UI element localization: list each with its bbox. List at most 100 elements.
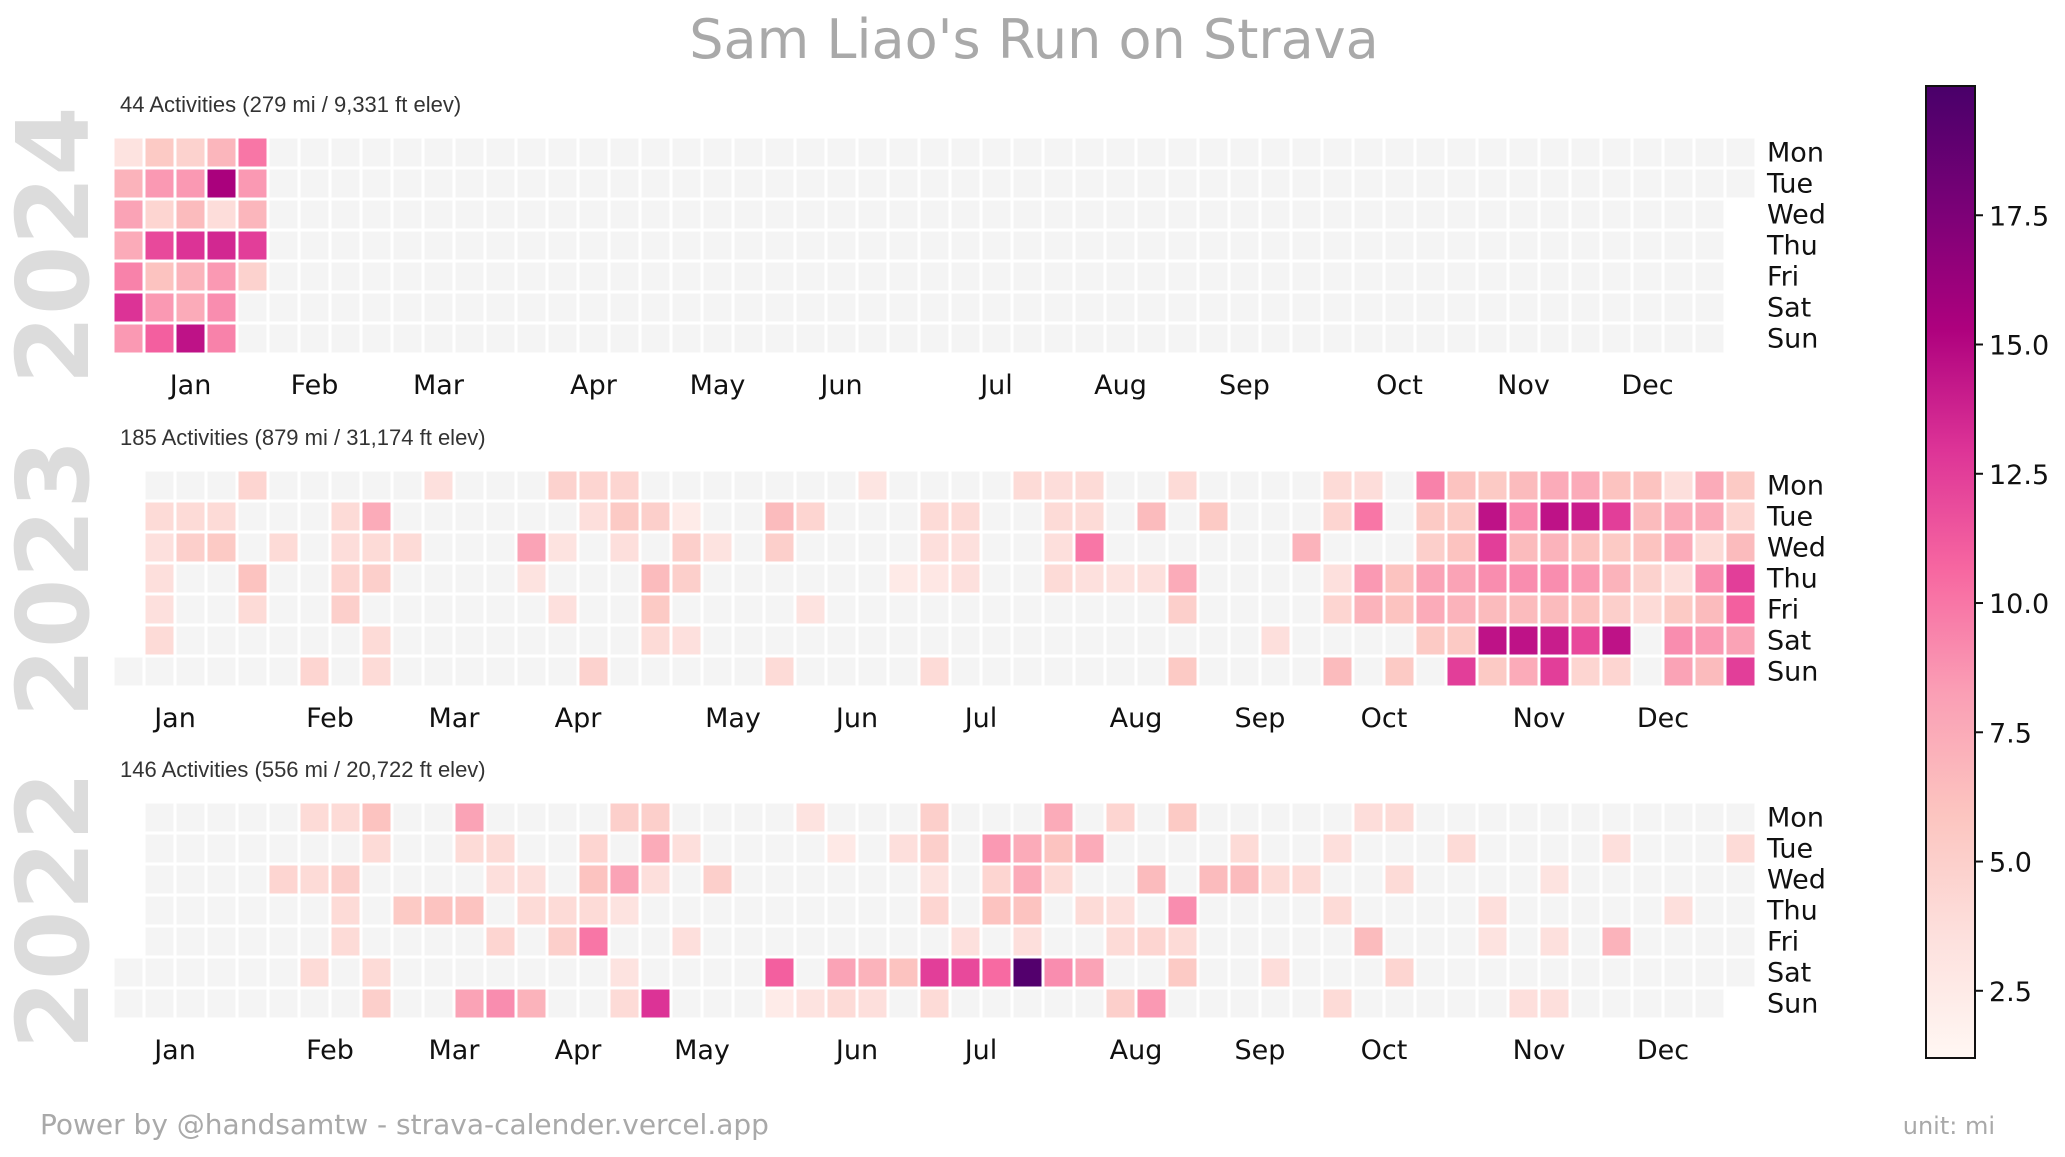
activity-cell: [1568, 468, 1603, 503]
empty-cell: [1103, 290, 1138, 325]
empty-cell: [1227, 321, 1262, 356]
empty-cell: [297, 893, 332, 928]
empty-cell: [731, 290, 766, 325]
activity-cell: [1630, 530, 1665, 565]
empty-cell: [1258, 530, 1293, 565]
activity-cell: [917, 831, 952, 866]
empty-cell: [1630, 259, 1665, 294]
activity-cell: [1351, 468, 1386, 503]
empty-cell: [1475, 831, 1510, 866]
empty-cell: [421, 197, 456, 232]
empty-cell: [1196, 561, 1231, 596]
activity-cell: [638, 623, 673, 658]
activity-cell: [1599, 468, 1634, 503]
empty-cell: [1444, 197, 1479, 232]
empty-cell: [824, 197, 859, 232]
empty-cell: [855, 197, 890, 232]
empty-cell: [1661, 924, 1696, 959]
empty-cell: [855, 561, 890, 596]
empty-cell: [235, 924, 270, 959]
empty-cell: [731, 831, 766, 866]
activity-cell: [1010, 893, 1045, 928]
activity-cell: [1661, 592, 1696, 627]
empty-cell: [1413, 166, 1448, 201]
empty-cell: [359, 197, 394, 232]
empty-cell: [359, 924, 394, 959]
empty-cell: [452, 468, 487, 503]
activity-cell: [235, 592, 270, 627]
empty-cell: [979, 986, 1014, 1021]
activity-cell: [669, 924, 704, 959]
empty-cell: [1382, 166, 1417, 201]
activity-cell: [1599, 654, 1634, 689]
empty-cell: [297, 197, 332, 232]
empty-cell: [359, 166, 394, 201]
empty-cell: [1258, 831, 1293, 866]
empty-cell: [886, 321, 921, 356]
activity-cell: [638, 561, 673, 596]
activity-cell: [700, 530, 735, 565]
empty-cell: [204, 893, 239, 928]
empty-cell: [1041, 654, 1076, 689]
empty-cell: [948, 468, 983, 503]
activity-cell: [483, 986, 518, 1021]
colorbar-tick-label: 15.0: [1989, 331, 2049, 362]
empty-cell: [328, 623, 363, 658]
empty-cell: [483, 290, 518, 325]
empty-cell: [390, 986, 425, 1021]
activity-cell: [1134, 986, 1169, 1021]
empty-cell: [824, 592, 859, 627]
empty-cell: [142, 800, 177, 835]
empty-cell: [1413, 831, 1448, 866]
empty-cell: [297, 499, 332, 534]
empty-cell: [1413, 654, 1448, 689]
empty-cell: [1134, 623, 1169, 658]
empty-cell: [576, 530, 611, 565]
empty-cell: [1134, 654, 1169, 689]
empty-cell: [1630, 166, 1665, 201]
empty-cell: [1134, 321, 1169, 356]
empty-cell: [421, 986, 456, 1021]
activity-cell: [328, 924, 363, 959]
empty-cell: [1692, 166, 1727, 201]
activity-cell: [1227, 831, 1262, 866]
empty-cell: [669, 321, 704, 356]
activity-cell: [917, 561, 952, 596]
activity-cell: [1661, 468, 1696, 503]
empty-cell: [1413, 924, 1448, 959]
month-label: Apr: [555, 1035, 603, 1066]
empty-cell: [483, 654, 518, 689]
empty-cell: [1227, 166, 1262, 201]
activity-cell: [669, 831, 704, 866]
empty-cell: [1661, 228, 1696, 263]
activity-cell: [235, 468, 270, 503]
empty-cell: [204, 592, 239, 627]
month-label: Mar: [413, 370, 465, 401]
empty-cell: [979, 290, 1014, 325]
empty-cell: [824, 499, 859, 534]
empty-cell: [421, 530, 456, 565]
activity-cell: [762, 499, 797, 534]
empty-cell: [235, 654, 270, 689]
empty-cell: [669, 228, 704, 263]
empty-cell: [855, 800, 890, 835]
empty-cell: [1103, 831, 1138, 866]
empty-cell: [762, 592, 797, 627]
empty-cell: [731, 800, 766, 835]
empty-cell: [638, 468, 673, 503]
activity-cell: [638, 862, 673, 897]
empty-cell: [669, 290, 704, 325]
month-label: Jul: [978, 370, 1013, 401]
empty-cell: [235, 893, 270, 928]
weekday-label: Sat: [1767, 293, 1811, 324]
empty-cell: [1134, 290, 1169, 325]
activity-cell: [1320, 561, 1355, 596]
activity-cell: [1413, 499, 1448, 534]
empty-cell: [297, 135, 332, 170]
activity-cell: [762, 955, 797, 990]
activity-cell: [917, 986, 952, 1021]
empty-cell: [1165, 321, 1200, 356]
empty-cell: [1568, 135, 1603, 170]
empty-cell: [359, 893, 394, 928]
activity-cell: [607, 955, 642, 990]
